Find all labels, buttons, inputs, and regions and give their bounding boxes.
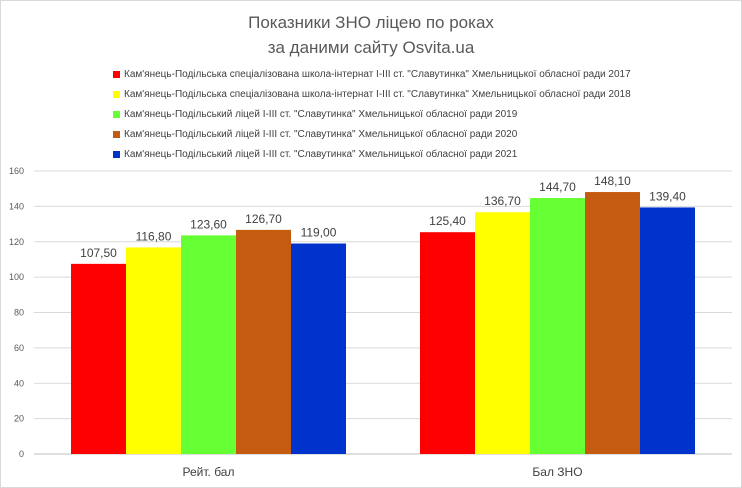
bar-2-series-5: [640, 207, 695, 454]
legend-item-2019: Кам'янець-Подільський ліцей І-ІІІ ст. "С…: [113, 105, 631, 125]
legend-item-2018: Кам'янець-Подільська спеціалізована школ…: [113, 85, 631, 105]
bar-2-series-3: [530, 198, 585, 454]
data-label-2-series-3: 144,70: [539, 180, 576, 194]
bar-1-series-1: [71, 263, 126, 454]
y-tick-label-40: 40: [14, 378, 24, 388]
legend-label-2021: Кам'янець-Подільський ліцей І-ІІІ ст. "С…: [124, 149, 518, 160]
y-tick-label-160: 160: [9, 166, 24, 176]
chart-title-line-2: за даними сайту Osvita.ua: [267, 38, 475, 57]
y-tick-label-0: 0: [19, 449, 24, 459]
y-tick-label-80: 80: [14, 308, 24, 318]
legend-swatch-2018: [113, 91, 120, 98]
legend-swatch-2019: [113, 111, 120, 118]
data-label-1-series-4: 126,70: [245, 212, 282, 226]
legend-label-2018: Кам'янець-Подільська спеціалізована школ…: [124, 89, 631, 100]
chart-title-line-1: Показники ЗНО ліцею по роках: [248, 13, 494, 32]
bar-2-series-1: [420, 232, 475, 454]
data-label-1-series-5: 119,00: [301, 226, 337, 240]
data-label-1-series-1: 107,50: [80, 246, 117, 260]
bar-1-series-5: [291, 243, 346, 454]
data-label-2-series-1: 125,40: [429, 214, 466, 228]
legend: Кам'янець-Подільська спеціалізована школ…: [113, 65, 631, 165]
category-label-1: Рейт. бал: [183, 465, 235, 479]
legend-label-2019: Кам'янець-Подільський ліцей І-ІІІ ст. "С…: [124, 109, 518, 120]
legend-swatch-2020: [113, 131, 120, 138]
bar-1-series-2: [126, 247, 181, 454]
y-tick-label-20: 20: [14, 414, 24, 424]
legend-label-2020: Кам'янець-Подільський ліцей І-ІІІ ст. "С…: [124, 129, 518, 140]
bar-2-series-4: [585, 192, 640, 454]
legend-item-2020: Кам'янець-Подільський ліцей І-ІІІ ст. "С…: [113, 125, 631, 145]
y-tick-label-60: 60: [14, 343, 24, 353]
data-label-2-series-5: 139,40: [649, 189, 686, 203]
y-tick-label-100: 100: [9, 272, 24, 282]
legend-item-2017: Кам'янець-Подільська спеціалізована школ…: [113, 65, 631, 85]
data-label-2-series-4: 148,10: [594, 174, 631, 188]
legend-item-2021: Кам'янець-Подільський ліцей І-ІІІ ст. "С…: [113, 145, 631, 165]
bar-1-series-4: [236, 229, 291, 454]
data-label-2-series-2: 136,70: [484, 194, 521, 208]
data-label-1-series-3: 123,60: [190, 217, 227, 231]
y-tick-label-120: 120: [9, 237, 24, 247]
data-label-1-series-2: 116,80: [136, 229, 172, 243]
category-label-2: Бал ЗНО: [532, 465, 582, 479]
bar-1-series-3: [181, 235, 236, 454]
y-tick-label-140: 140: [9, 201, 24, 211]
legend-label-2017: Кам'янець-Подільська спеціалізована школ…: [124, 69, 631, 80]
legend-swatch-2017: [113, 71, 120, 78]
legend-swatch-2021: [113, 151, 120, 158]
bar-2-series-2: [475, 212, 530, 454]
